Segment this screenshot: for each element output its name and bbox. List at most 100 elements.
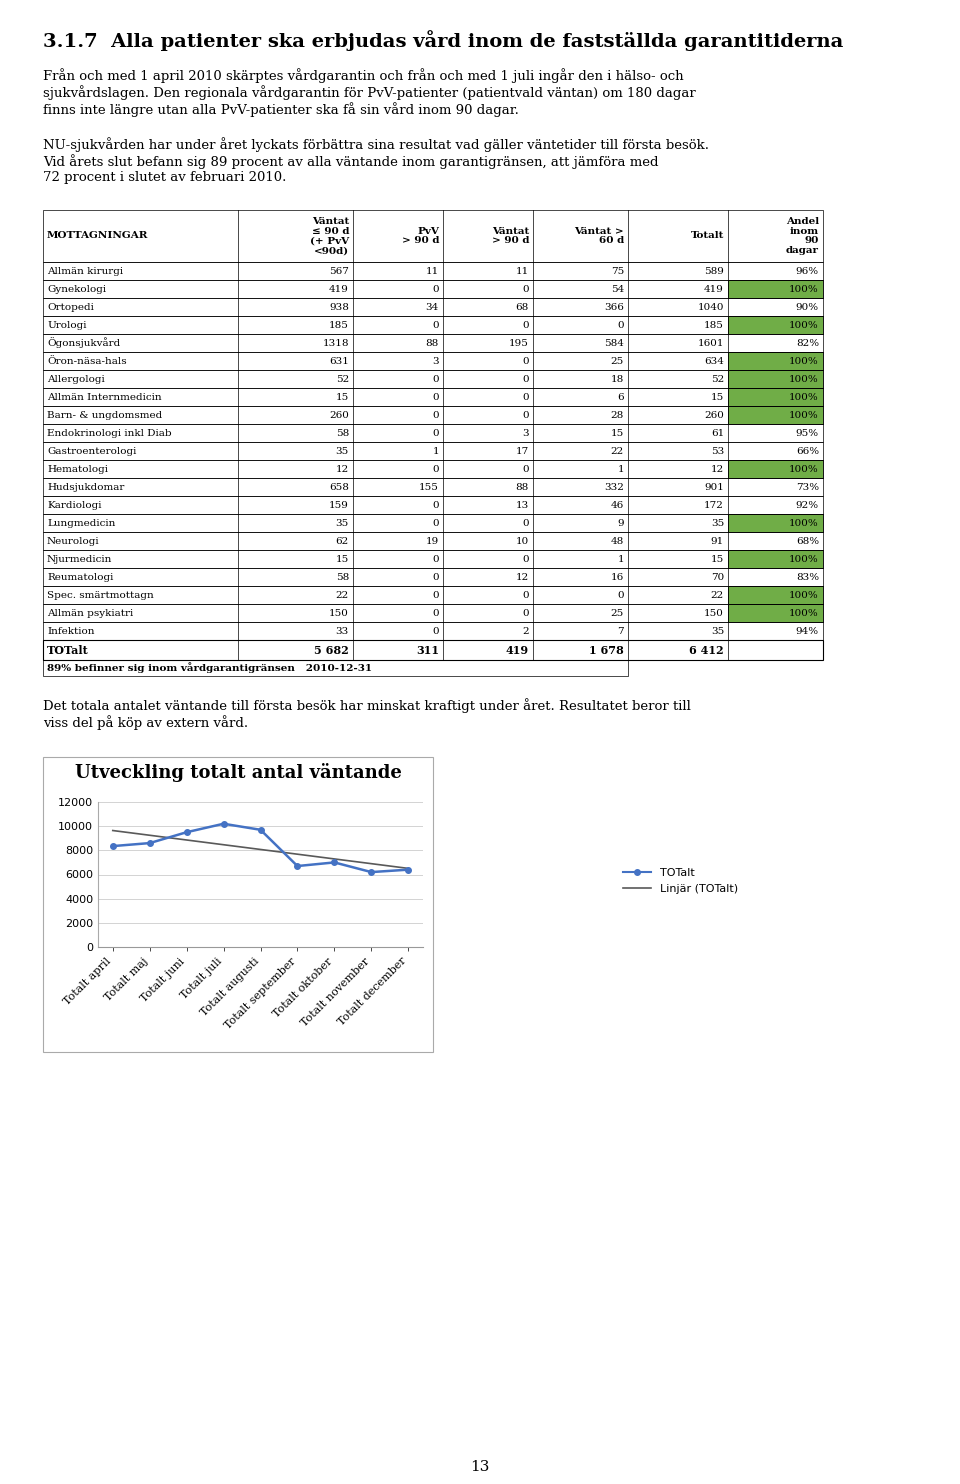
- Text: 33: 33: [336, 626, 349, 635]
- Text: 0: 0: [522, 285, 529, 294]
- TOTalt: [328, 853, 340, 871]
- Bar: [43, 496, 823, 513]
- Text: 22: 22: [336, 591, 349, 600]
- Text: 89% befinner sig inom vårdgarantigränsen   2010-12-31: 89% befinner sig inom vårdgarantigränsen…: [47, 662, 372, 674]
- Text: 419: 419: [704, 285, 724, 294]
- Text: 35: 35: [710, 626, 724, 635]
- Text: 62: 62: [336, 537, 349, 546]
- Bar: [43, 622, 823, 640]
- Bar: [43, 424, 823, 442]
- Text: 0: 0: [432, 608, 439, 617]
- Text: 1601: 1601: [698, 338, 724, 347]
- Text: 52: 52: [336, 374, 349, 383]
- Text: 68: 68: [516, 303, 529, 312]
- Text: 100%: 100%: [789, 392, 819, 402]
- Text: 195: 195: [509, 338, 529, 347]
- Text: Allmän psykiatri: Allmän psykiatri: [47, 608, 133, 617]
- Bar: [728, 513, 823, 531]
- Text: 72 procent i slutet av februari 2010.: 72 procent i slutet av februari 2010.: [43, 171, 286, 184]
- Text: NU-sjukvården har under året lyckats förbättra sina resultat vad gäller väntetid: NU-sjukvården har under året lyckats för…: [43, 137, 709, 151]
- Text: 366: 366: [604, 303, 624, 312]
- Text: 100%: 100%: [789, 356, 819, 365]
- Text: 0: 0: [432, 392, 439, 402]
- Text: 1: 1: [432, 447, 439, 456]
- Text: 0: 0: [522, 464, 529, 473]
- Text: 54: 54: [611, 285, 624, 294]
- Text: 631: 631: [329, 356, 349, 365]
- Bar: [43, 531, 823, 551]
- Text: 95%: 95%: [796, 429, 819, 438]
- Text: 172: 172: [704, 500, 724, 509]
- Bar: [728, 370, 823, 387]
- Text: 0: 0: [432, 374, 439, 383]
- Text: 53: 53: [710, 447, 724, 456]
- Text: Gynekologi: Gynekologi: [47, 285, 107, 294]
- Text: 35: 35: [710, 518, 724, 527]
- Text: 0: 0: [617, 591, 624, 600]
- Text: 25: 25: [611, 356, 624, 365]
- Text: 12: 12: [710, 464, 724, 473]
- Text: viss del på köp av extern vård.: viss del på köp av extern vård.: [43, 715, 248, 730]
- Text: 584: 584: [604, 338, 624, 347]
- Bar: [43, 586, 823, 604]
- TOTalt: [107, 837, 118, 855]
- Bar: [43, 442, 823, 460]
- Text: 52: 52: [710, 374, 724, 383]
- Text: 92%: 92%: [796, 500, 819, 509]
- Text: 90%: 90%: [796, 303, 819, 312]
- Text: PvV
> 90 d: PvV > 90 d: [401, 227, 439, 245]
- Text: 6 412: 6 412: [689, 644, 724, 656]
- Linjär (TOTalt): [259, 841, 271, 859]
- Text: 11: 11: [516, 267, 529, 276]
- Bar: [43, 568, 823, 586]
- Text: MOTTAGNINGAR: MOTTAGNINGAR: [47, 232, 149, 240]
- Text: 3: 3: [522, 429, 529, 438]
- TOTalt: [254, 821, 266, 838]
- Text: 0: 0: [432, 429, 439, 438]
- Text: finns inte längre utan alla PvV-patienter ska få sin vård inom 90 dagar.: finns inte längre utan alla PvV-patiente…: [43, 102, 518, 117]
- Text: 46: 46: [611, 500, 624, 509]
- Text: 567: 567: [329, 267, 349, 276]
- Text: 1318: 1318: [323, 338, 349, 347]
- Text: 419: 419: [329, 285, 349, 294]
- Text: Allmän kirurgi: Allmän kirurgi: [47, 267, 123, 276]
- Text: Öron-näsa-hals: Öron-näsa-hals: [47, 356, 127, 365]
- Legend: TOTalt, Linjär (TOTalt): TOTalt, Linjär (TOTalt): [619, 864, 742, 898]
- Text: 28: 28: [611, 411, 624, 420]
- Text: 100%: 100%: [789, 285, 819, 294]
- Text: 589: 589: [704, 267, 724, 276]
- Text: Andel
inom
90
dagar: Andel inom 90 dagar: [786, 217, 819, 255]
- Text: 11: 11: [425, 267, 439, 276]
- Text: Lungmedicin: Lungmedicin: [47, 518, 115, 527]
- TOTalt: [144, 834, 156, 852]
- Text: 2: 2: [522, 626, 529, 635]
- Line: TOTalt: TOTalt: [110, 821, 411, 876]
- Text: 1: 1: [617, 464, 624, 473]
- Text: 0: 0: [432, 573, 439, 582]
- Text: Njurmedicin: Njurmedicin: [47, 555, 112, 564]
- Text: 0: 0: [522, 518, 529, 527]
- Text: Neurologi: Neurologi: [47, 537, 100, 546]
- Text: 13: 13: [516, 500, 529, 509]
- Text: Allmän Internmedicin: Allmän Internmedicin: [47, 392, 161, 402]
- Text: 185: 185: [329, 321, 349, 329]
- Text: 0: 0: [432, 411, 439, 420]
- Text: 0: 0: [522, 356, 529, 365]
- Text: 0: 0: [432, 464, 439, 473]
- Linjär (TOTalt): [164, 830, 176, 847]
- Text: Ortopedi: Ortopedi: [47, 303, 94, 312]
- Text: Barn- & ungdomsmed: Barn- & ungdomsmed: [47, 411, 162, 420]
- Text: 68%: 68%: [796, 537, 819, 546]
- Text: 70: 70: [710, 573, 724, 582]
- Text: 0: 0: [522, 608, 529, 617]
- Text: Vid årets slut befann sig 89 procent av alla väntande inom garantigränsen, att j: Vid årets slut befann sig 89 procent av …: [43, 154, 659, 169]
- Bar: [43, 280, 823, 298]
- Text: 0: 0: [432, 500, 439, 509]
- Text: 0: 0: [432, 518, 439, 527]
- Text: 6: 6: [617, 392, 624, 402]
- Linjär (TOTalt): [378, 856, 390, 874]
- Text: 100%: 100%: [789, 518, 819, 527]
- Text: 0: 0: [432, 555, 439, 564]
- Bar: [728, 407, 823, 424]
- Text: 16: 16: [611, 573, 624, 582]
